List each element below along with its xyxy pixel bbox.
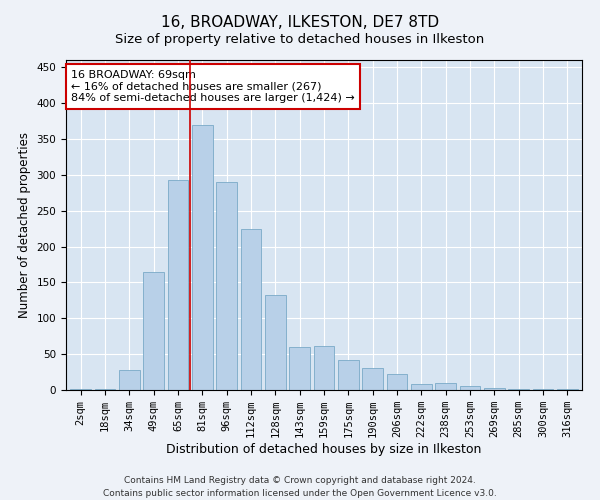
Text: 16, BROADWAY, ILKESTON, DE7 8TD: 16, BROADWAY, ILKESTON, DE7 8TD [161,15,439,30]
Bar [386,374,407,390]
Bar [460,386,481,390]
Bar [314,346,334,390]
Bar [192,124,212,390]
Bar [167,180,188,390]
Bar [289,347,310,390]
Bar [362,368,383,390]
X-axis label: Distribution of detached houses by size in Ilkeston: Distribution of detached houses by size … [166,443,482,456]
Text: Contains HM Land Registry data © Crown copyright and database right 2024.
Contai: Contains HM Land Registry data © Crown c… [103,476,497,498]
Bar [241,228,262,390]
Y-axis label: Number of detached properties: Number of detached properties [18,132,31,318]
Bar [484,388,505,390]
Bar [216,182,237,390]
Bar [411,384,432,390]
Bar [508,388,529,390]
Bar [436,383,456,390]
Bar [338,360,359,390]
Bar [265,294,286,390]
Text: Size of property relative to detached houses in Ilkeston: Size of property relative to detached ho… [115,32,485,46]
Bar [95,388,115,390]
Bar [70,388,91,390]
Bar [119,370,140,390]
Text: 16 BROADWAY: 69sqm
← 16% of detached houses are smaller (267)
84% of semi-detach: 16 BROADWAY: 69sqm ← 16% of detached hou… [71,70,355,103]
Bar [143,272,164,390]
